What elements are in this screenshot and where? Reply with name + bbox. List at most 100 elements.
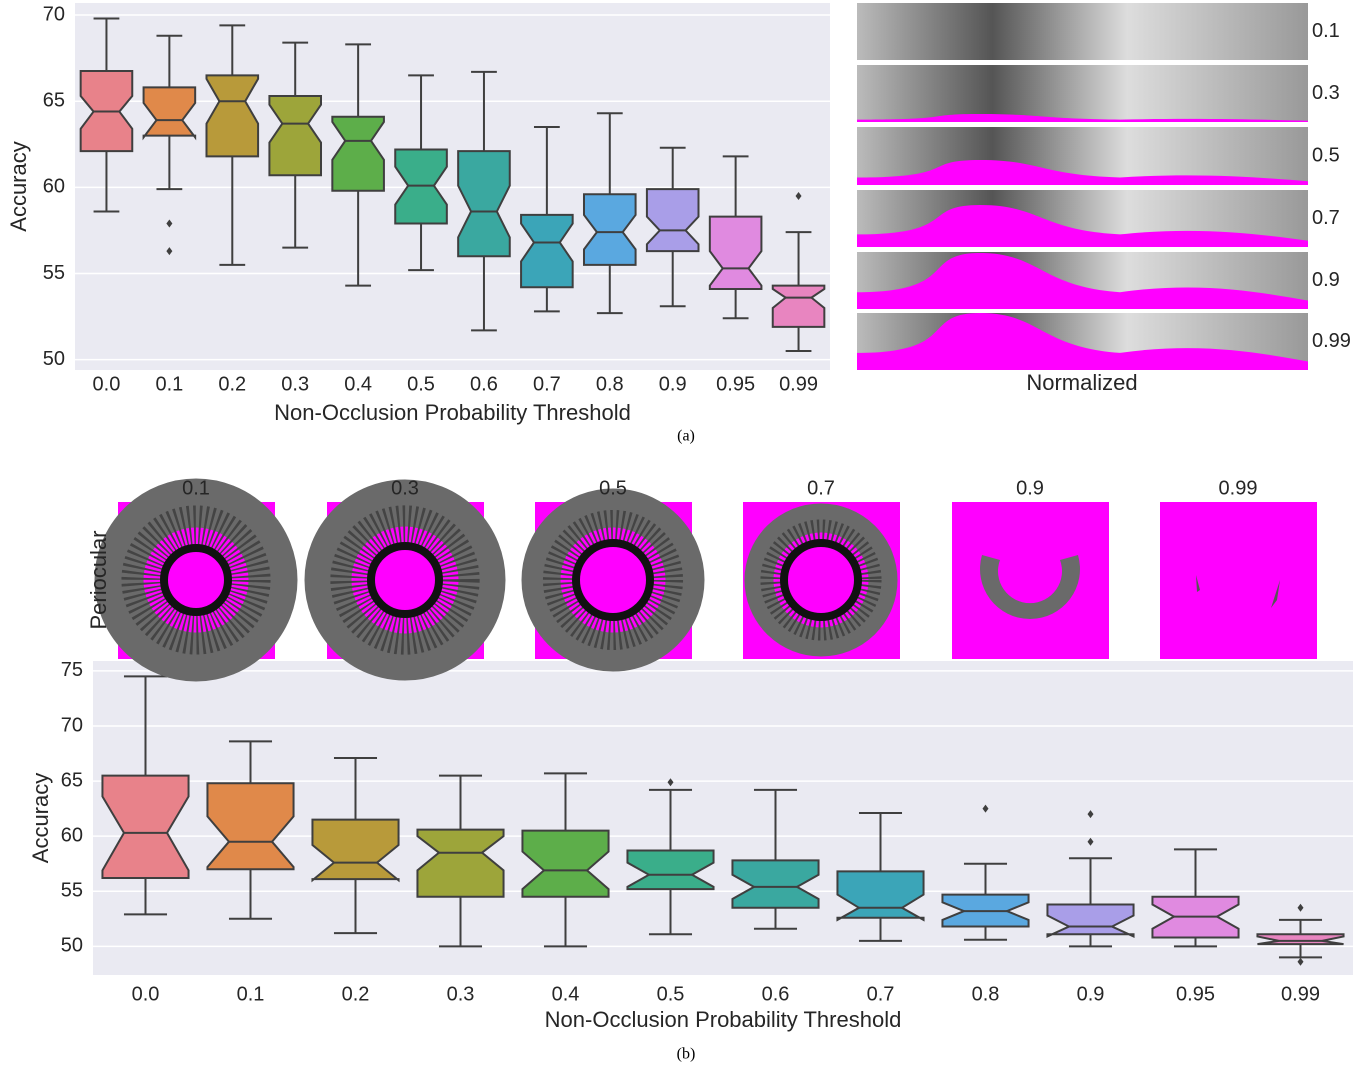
outlier — [1297, 957, 1304, 966]
iris-fragment — [980, 555, 1080, 619]
x-tick-label: 0.9 — [659, 373, 687, 395]
y-tick-label: 50 — [61, 935, 83, 957]
x-tick-label: 0.5 — [407, 373, 435, 395]
outlier — [166, 219, 173, 228]
box — [520, 213, 574, 289]
box — [268, 95, 323, 177]
image-label: 0.7 — [807, 477, 835, 499]
x-tick-label: 0.99 — [779, 373, 818, 395]
y-tick-label: 50 — [43, 348, 65, 370]
image-label: 0.1 — [182, 477, 210, 499]
strip-label: 0.7 — [1312, 207, 1340, 229]
box — [645, 188, 700, 253]
occlusion-mask — [857, 253, 1308, 309]
x-tick-label: 0.9 — [1077, 983, 1105, 1005]
occlusion-mask — [857, 160, 1308, 185]
outlier — [1087, 837, 1094, 846]
normalized-image — [857, 3, 1308, 60]
image-label: 0.5 — [599, 477, 627, 499]
caption: (a) — [677, 428, 695, 445]
outlier — [1297, 903, 1304, 912]
image-label: 0.3 — [391, 477, 419, 499]
occlusion-mask — [857, 114, 1308, 122]
iris — [94, 478, 298, 682]
pupil-ring — [780, 539, 862, 621]
normalized-image — [857, 65, 1308, 122]
box — [206, 782, 295, 871]
occlusion-mask — [857, 313, 1308, 370]
strip-label: 0.3 — [1312, 82, 1340, 104]
panel-label: Periocular — [86, 530, 111, 629]
x-tick-label: 0.8 — [596, 373, 624, 395]
y-tick-label: 55 — [61, 880, 83, 902]
x-tick-label: 0.1 — [155, 373, 183, 395]
iris-edge — [760, 519, 882, 641]
box — [142, 86, 197, 141]
x-tick-label: 0.2 — [342, 983, 370, 1005]
outlier — [982, 804, 989, 813]
iris-fragment — [1196, 575, 1200, 592]
x-tick-label: 0.6 — [762, 983, 790, 1005]
y-tick-label: 70 — [61, 714, 83, 736]
image-label: 0.99 — [1219, 477, 1258, 499]
outlier — [1087, 810, 1094, 819]
x-tick-label: 0.95 — [1176, 983, 1215, 1005]
x-axis-label: Non-Occlusion Probability Threshold — [274, 400, 631, 425]
y-axis-label: Accuracy — [28, 773, 53, 863]
x-tick-label: 0.3 — [447, 983, 475, 1005]
box — [205, 74, 260, 158]
y-tick-label: 60 — [43, 176, 65, 198]
y-tick-label: 55 — [43, 262, 65, 284]
box — [626, 849, 715, 891]
x-tick-label: 0.4 — [344, 373, 372, 395]
occlusion-mask — [857, 205, 1308, 247]
iris — [521, 488, 705, 672]
y-tick-label: 60 — [61, 824, 83, 846]
box — [1046, 903, 1135, 939]
pupil-ring — [572, 539, 654, 621]
outlier — [166, 247, 173, 256]
x-tick-label: 0.99 — [1281, 983, 1320, 1005]
box — [416, 828, 505, 898]
box — [708, 215, 763, 291]
box — [331, 115, 385, 192]
x-tick-label: 0.2 — [218, 373, 246, 395]
y-tick-label: 75 — [61, 659, 83, 681]
y-tick-label: 65 — [61, 769, 83, 791]
strip-label: 0.99 — [1312, 330, 1351, 352]
panel-label: Normalized — [1026, 370, 1137, 395]
x-tick-label: 0.7 — [533, 373, 561, 395]
plot-background — [75, 3, 830, 370]
x-axis-label: Non-Occlusion Probability Threshold — [545, 1007, 902, 1032]
strip-label: 0.5 — [1312, 144, 1340, 166]
x-tick-label: 0.1 — [237, 983, 265, 1005]
box — [1256, 933, 1345, 946]
box — [101, 774, 190, 880]
iris-edge — [542, 509, 684, 651]
iris-edge — [330, 505, 480, 655]
pupil-ring — [160, 544, 232, 616]
box — [521, 829, 610, 898]
pupil-ring — [367, 542, 443, 618]
outlier — [667, 778, 674, 787]
x-tick-label: 0.6 — [470, 373, 498, 395]
strip-label: 0.1 — [1312, 20, 1340, 42]
image-label: 0.9 — [1016, 477, 1044, 499]
x-tick-label: 0.3 — [281, 373, 309, 395]
plot-background — [93, 661, 1353, 975]
iris — [304, 479, 506, 681]
y-tick-label: 65 — [43, 89, 65, 111]
x-tick-label: 0.0 — [132, 983, 160, 1005]
y-tick-label: 70 — [43, 3, 65, 25]
x-tick-label: 0.0 — [93, 373, 121, 395]
x-tick-label: 0.8 — [972, 983, 1000, 1005]
periocular-image — [952, 502, 1109, 659]
box — [771, 284, 826, 328]
iris-fragment — [1271, 580, 1280, 608]
strip-label: 0.9 — [1312, 269, 1340, 291]
x-tick-label: 0.5 — [657, 983, 685, 1005]
outlier — [795, 191, 802, 200]
y-axis-label: Accuracy — [6, 141, 31, 231]
box — [582, 193, 637, 266]
